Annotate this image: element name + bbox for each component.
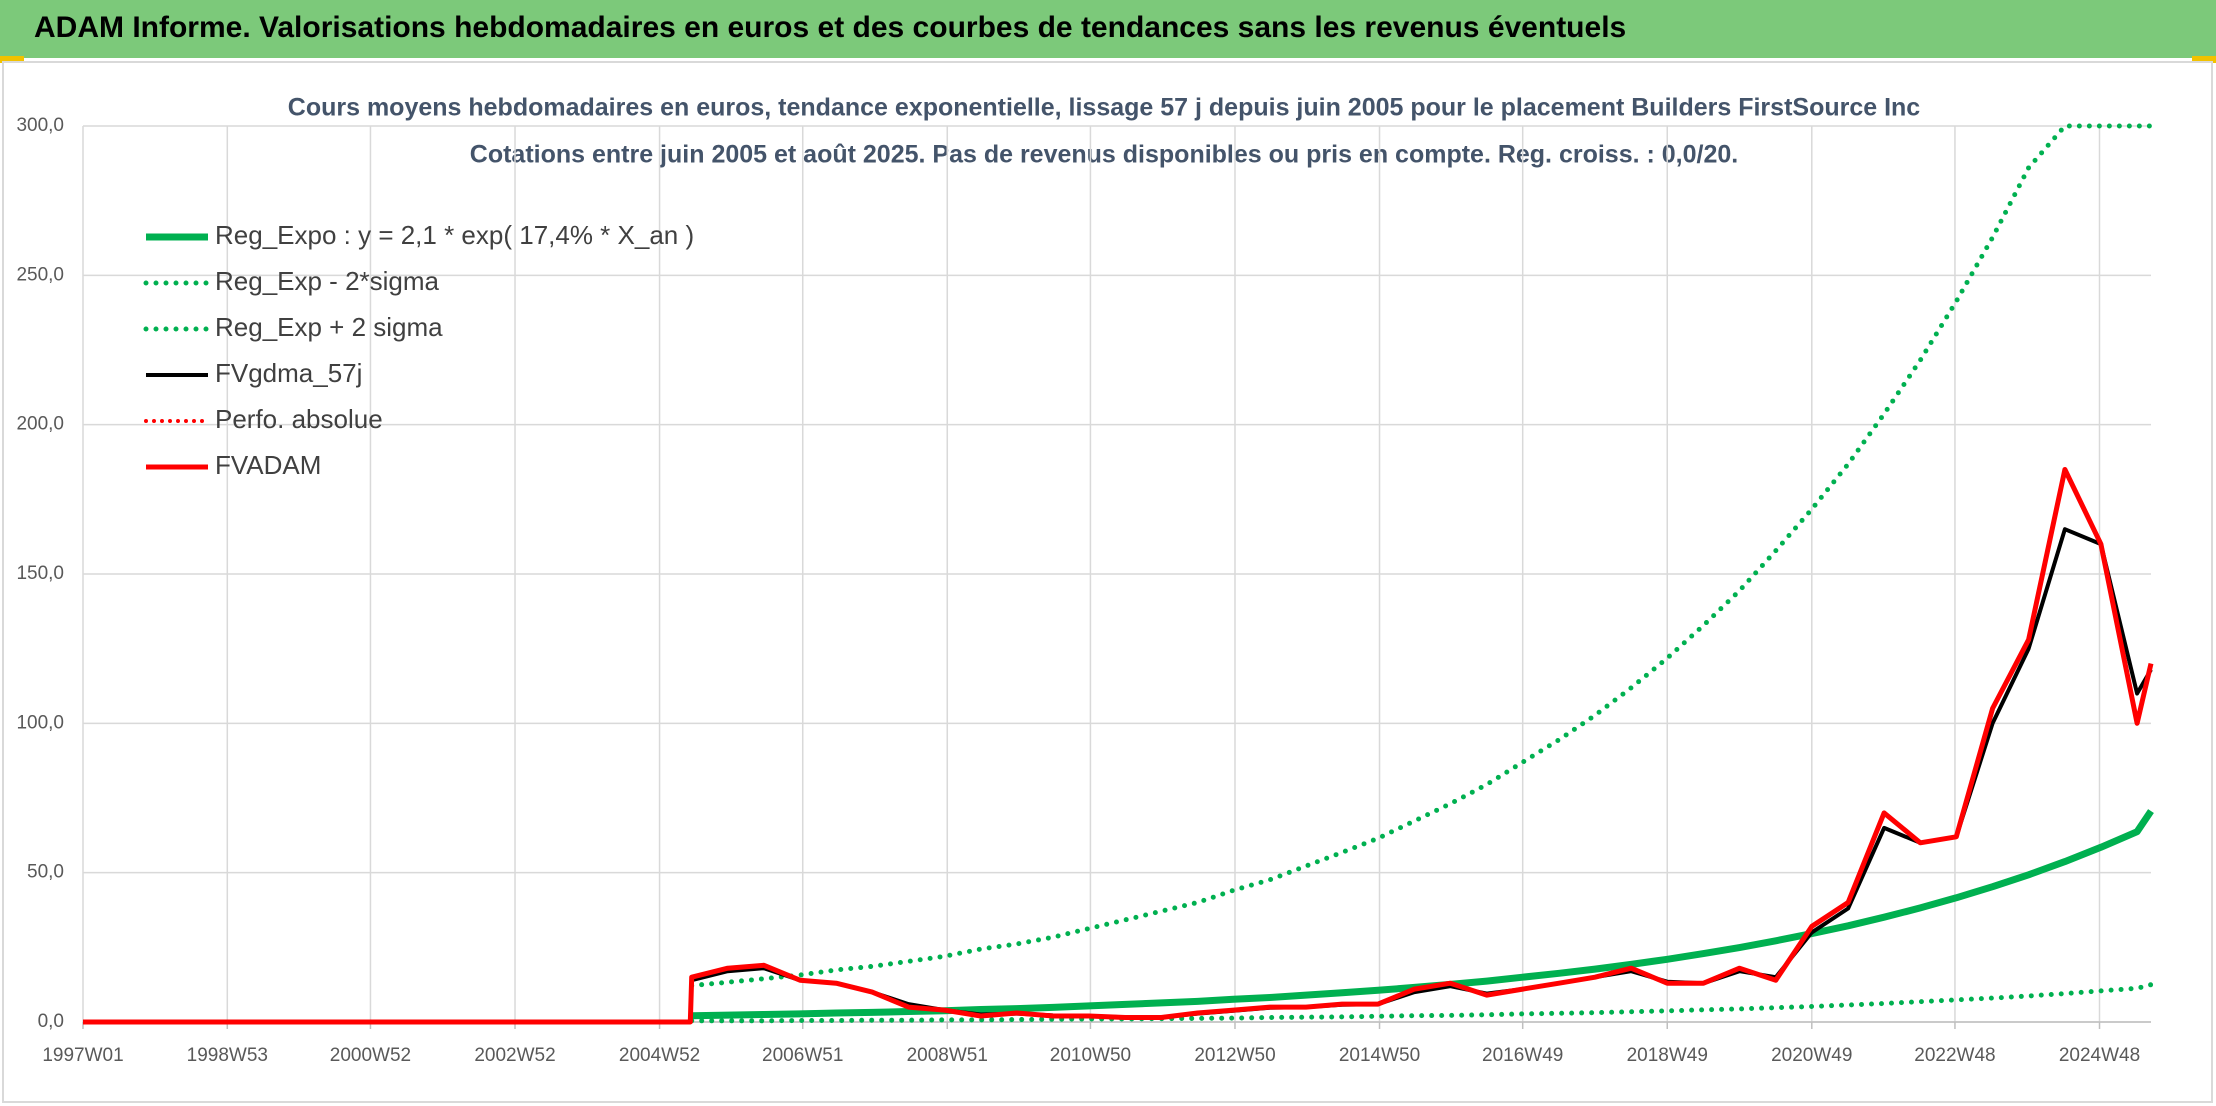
plot (83, 123, 2154, 1025)
legend-label: FVADAM (215, 450, 321, 480)
y-tick-label: 0,0 (38, 1011, 64, 1032)
chart-frame (2, 61, 2213, 1103)
corner (2192, 56, 2216, 63)
x-tick-label: 2008W51 (907, 1045, 988, 1066)
chart-title: Cours moyens hebdomadaires en euros, ten… (288, 94, 1921, 122)
legend-label: Perfo. absolue (215, 404, 383, 434)
legend-label: Reg_Expo : y = 2,1 * exp( 17,4% * X_an ) (215, 220, 694, 250)
y-tick-label: 250,0 (16, 264, 64, 285)
series-line (83, 527, 2153, 1024)
y-tick-label: 150,0 (16, 563, 64, 584)
chart-subtitle: Cotations entre juin 2005 et août 2025. … (470, 141, 1738, 169)
x-tick-label: 2012W50 (1194, 1045, 1275, 1066)
x-tick-label: 2024W48 (2059, 1045, 2140, 1066)
y-tick-label: 200,0 (16, 414, 64, 435)
x-tick-label: 2014W50 (1339, 1045, 1420, 1066)
x-tick-label: 2004W52 (619, 1045, 700, 1066)
legend-label: FVgdma_57j (215, 358, 362, 388)
x-tick-label: 2016W49 (1482, 1045, 1563, 1066)
x-tick-label: 2002W52 (474, 1045, 555, 1066)
legend-label: Reg_Exp + 2 sigma (215, 312, 443, 342)
x-tick-label: 2010W50 (1050, 1045, 1131, 1066)
y-tick-label: 300,0 (16, 115, 64, 136)
series-line (689, 123, 2154, 989)
series-line (83, 467, 2154, 1025)
corner (0, 56, 24, 63)
legend-label: Reg_Exp - 2*sigma (215, 266, 440, 296)
x-tick-label: 2022W48 (1914, 1045, 1995, 1066)
series-line (689, 982, 2154, 1024)
x-tick-label: 1997W01 (42, 1045, 123, 1066)
x-tick-label: 2020W49 (1771, 1045, 1852, 1066)
header-bar (0, 0, 2216, 58)
x-tick-label: 2006W51 (762, 1045, 843, 1066)
y-tick-label: 100,0 (16, 712, 64, 733)
x-tick-label: 2000W52 (330, 1045, 411, 1066)
x-tick-label: 1998W53 (187, 1045, 268, 1066)
x-tick-label: 2018W49 (1627, 1045, 1708, 1066)
header-title: ADAM Informe. Valorisations hebdomadaire… (34, 11, 1626, 44)
y-tick-label: 50,0 (27, 862, 64, 883)
